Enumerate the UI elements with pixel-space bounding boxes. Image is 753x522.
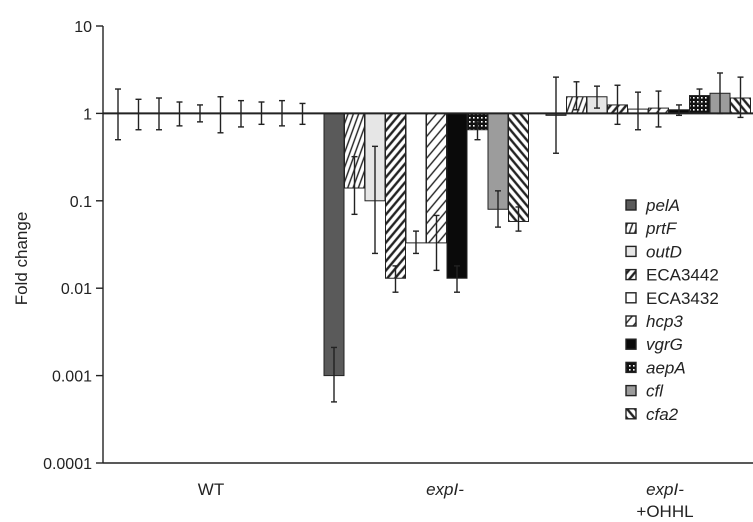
legend-swatch bbox=[625, 199, 637, 211]
legend-swatch bbox=[625, 315, 637, 327]
legend-label: ECA3432 bbox=[646, 289, 719, 308]
error-bar bbox=[655, 90, 662, 128]
error-bars-layer bbox=[115, 72, 744, 403]
legend-label: hcp3 bbox=[646, 312, 683, 331]
legend-item: outD bbox=[625, 242, 682, 261]
y-axis-title: Fold change bbox=[12, 212, 31, 306]
error-bar bbox=[573, 81, 580, 111]
legend-label: vgrG bbox=[646, 335, 683, 354]
error-bar bbox=[197, 104, 203, 123]
legend-swatch bbox=[625, 384, 637, 397]
error-bar bbox=[135, 98, 142, 131]
error-bar bbox=[372, 145, 378, 255]
bars-layer bbox=[323, 92, 751, 377]
legend-item: ECA3432 bbox=[625, 289, 719, 308]
y-axis: 10 1 0.1 0.01 0.001 0.0001 bbox=[43, 19, 104, 473]
error-bar bbox=[156, 97, 162, 131]
bar-eca3442-2 bbox=[385, 112, 406, 279]
y-tick-label: 0.0001 bbox=[43, 456, 92, 473]
error-bar bbox=[115, 88, 121, 141]
error-bar bbox=[474, 121, 481, 141]
x-category-label: expI- bbox=[646, 480, 684, 499]
bar-cfa2-2 bbox=[508, 112, 529, 222]
legend-label: ECA3442 bbox=[646, 266, 719, 285]
legend-item: pelA bbox=[625, 196, 680, 215]
x-category-label: WT bbox=[198, 480, 224, 499]
x-axis: WT expI-expI- +OHHL bbox=[103, 462, 753, 521]
y-axis-title-group: Fold change bbox=[12, 212, 31, 306]
y-tick-label: 1 bbox=[83, 106, 92, 123]
error-bar bbox=[433, 214, 440, 272]
error-bar bbox=[696, 88, 703, 105]
error-bar bbox=[635, 91, 641, 131]
error-bar bbox=[279, 99, 285, 127]
legend-item: prtF bbox=[625, 219, 678, 238]
legend-item: vgrG bbox=[625, 335, 683, 354]
legend-label: pelA bbox=[645, 196, 680, 215]
error-bar bbox=[331, 346, 337, 403]
error-bar bbox=[717, 72, 723, 115]
legend: pelA prtF outD ECA3442 ECA3432 hcp3 vgrG aepA cf… bbox=[625, 196, 719, 424]
legend-label: cfl bbox=[646, 382, 664, 401]
legend-item: ECA3442 bbox=[625, 266, 719, 285]
error-bar bbox=[258, 101, 265, 126]
x-category-label: +OHHL bbox=[636, 502, 693, 521]
legend-item: cfa2 bbox=[625, 405, 679, 424]
error-bar bbox=[676, 104, 682, 117]
bar-vgrg-2 bbox=[446, 112, 468, 279]
legend-swatch bbox=[625, 245, 637, 258]
y-tick-label: 0.001 bbox=[52, 369, 92, 386]
legend-label: prtF bbox=[645, 219, 678, 238]
legend-swatch bbox=[625, 361, 637, 374]
error-bar bbox=[594, 85, 600, 109]
legend-swatch bbox=[625, 408, 637, 420]
error-bar bbox=[351, 155, 358, 216]
error-bar bbox=[737, 76, 744, 119]
error-bar bbox=[217, 96, 224, 134]
legend-swatch bbox=[625, 268, 637, 281]
error-bar bbox=[515, 206, 522, 232]
error-bar bbox=[176, 101, 183, 127]
legend-swatch bbox=[625, 222, 637, 234]
legend-item: cfl bbox=[625, 382, 664, 401]
error-bar bbox=[454, 265, 460, 293]
bar-eca3432-2 bbox=[405, 112, 427, 244]
legend-swatch bbox=[625, 338, 637, 350]
error-bar bbox=[614, 84, 621, 126]
legend-swatch bbox=[625, 292, 637, 304]
x-category-label: expI- bbox=[426, 480, 464, 499]
y-tick-label: 0.1 bbox=[70, 194, 92, 211]
error-bar bbox=[413, 230, 419, 255]
error-bar bbox=[553, 76, 559, 154]
error-bar bbox=[238, 99, 244, 128]
error-bar bbox=[299, 102, 306, 126]
legend-label: cfa2 bbox=[646, 405, 679, 424]
y-tick-label: 0.01 bbox=[61, 281, 92, 298]
bar-pela-2 bbox=[323, 112, 345, 377]
legend-label: aepA bbox=[646, 358, 686, 377]
legend-item: hcp3 bbox=[625, 312, 683, 331]
y-tick-label: 10 bbox=[74, 19, 92, 36]
legend-item: aepA bbox=[625, 358, 686, 377]
error-bar bbox=[392, 265, 399, 293]
legend-label: outD bbox=[646, 242, 682, 261]
error-bar bbox=[495, 190, 501, 228]
